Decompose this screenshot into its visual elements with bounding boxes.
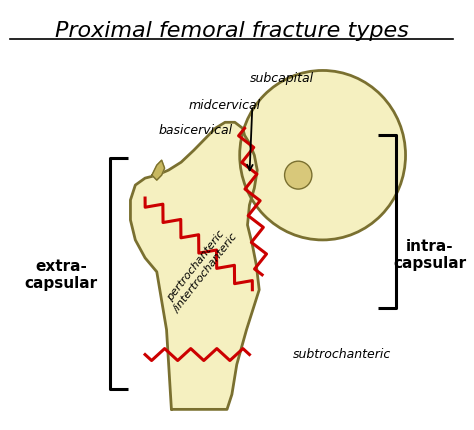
- Circle shape: [240, 71, 406, 240]
- Text: extra-
capsular: extra- capsular: [25, 258, 98, 291]
- Circle shape: [284, 161, 312, 189]
- Text: intra-
capsular: intra- capsular: [393, 239, 466, 271]
- Text: subtrochanteric: subtrochanteric: [293, 348, 392, 361]
- Text: basicervical: basicervical: [159, 124, 233, 137]
- Polygon shape: [130, 122, 259, 409]
- Text: subcapital: subcapital: [250, 72, 314, 85]
- Polygon shape: [152, 160, 164, 180]
- Text: midcervical: midcervical: [189, 99, 261, 112]
- Text: pertrochanteric
/intertrochanteric: pertrochanteric /intertrochanteric: [162, 225, 239, 315]
- Text: Proximal femoral fracture types: Proximal femoral fracture types: [55, 21, 409, 40]
